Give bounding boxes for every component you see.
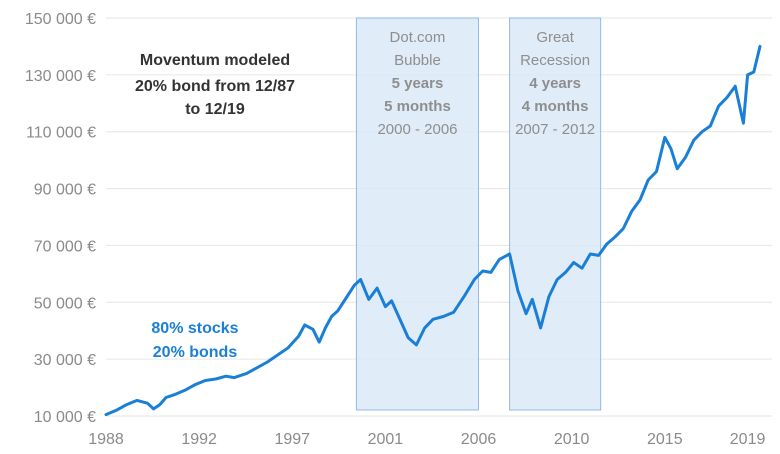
series — [104, 44, 762, 417]
annotations: Moventum modeled 20% bond from 12/87 to … — [135, 52, 295, 361]
band-1 — [509, 17, 602, 411]
band-0-title-0: Dot.com — [390, 29, 446, 46]
x-tick-label-2: 1997 — [274, 431, 310, 448]
band-0-duration-1: 5 months — [384, 98, 451, 115]
x-tick-label-3: 2001 — [368, 431, 404, 448]
y-tick-label-3: 70 000 € — [34, 238, 96, 255]
x-tick-label-4: 2006 — [461, 431, 497, 448]
y-tick-label-2: 50 000 € — [34, 295, 96, 312]
band-1-range: 2007 - 2012 — [515, 121, 595, 138]
series-label-line-1: 80% stocks — [151, 320, 238, 337]
y-tick-label-5: 110 000 € — [26, 125, 96, 142]
band-1-title-0: Great — [536, 29, 574, 46]
band-1-duration-0: 4 years — [529, 75, 581, 92]
x-tick-label-1: 1992 — [181, 431, 217, 448]
x-tick-label-5: 2010 — [554, 431, 590, 448]
y-tick-label-6: 130 000 € — [25, 68, 96, 85]
x-tick-label-6: 2015 — [647, 431, 683, 448]
recession-bands: Dot.com Bubble 5 years 5 months 2000 - 2006 G… — [355, 17, 602, 411]
x-tick-label-7: 2019 — [730, 431, 766, 448]
y-tick-label-1: 30 000 € — [34, 352, 96, 369]
series-label-line-2: 20% bonds — [153, 344, 238, 361]
band-0-range: 2000 - 2006 — [377, 121, 457, 138]
model-note-line-3: to 12/19 — [185, 101, 245, 118]
x-axis-ticks: 1988 1992 1997 2001 2006 2010 2015 2019 — [88, 431, 765, 448]
model-note-line-2: 20% bond from 12/87 — [135, 78, 295, 95]
y-tick-label-7: 150 000 € — [25, 11, 96, 28]
band-1-duration-1: 4 months — [522, 98, 589, 115]
x-tick-label-0: 1988 — [88, 431, 124, 448]
y-axis-ticks: 10 000 € 30 000 € 50 000 € 70 000 € 90 000 €… — [25, 11, 96, 426]
band-1-title-1: Recession — [520, 52, 590, 69]
band-0-title-1: Bubble — [394, 52, 441, 69]
y-tick-label-4: 90 000 € — [34, 182, 96, 199]
model-note-line-1: Moventum modeled — [140, 52, 290, 69]
y-tick-label-0: 10 000 € — [34, 409, 96, 426]
series-line-0 — [104, 44, 762, 417]
band-0-duration-0: 5 years — [392, 75, 444, 92]
